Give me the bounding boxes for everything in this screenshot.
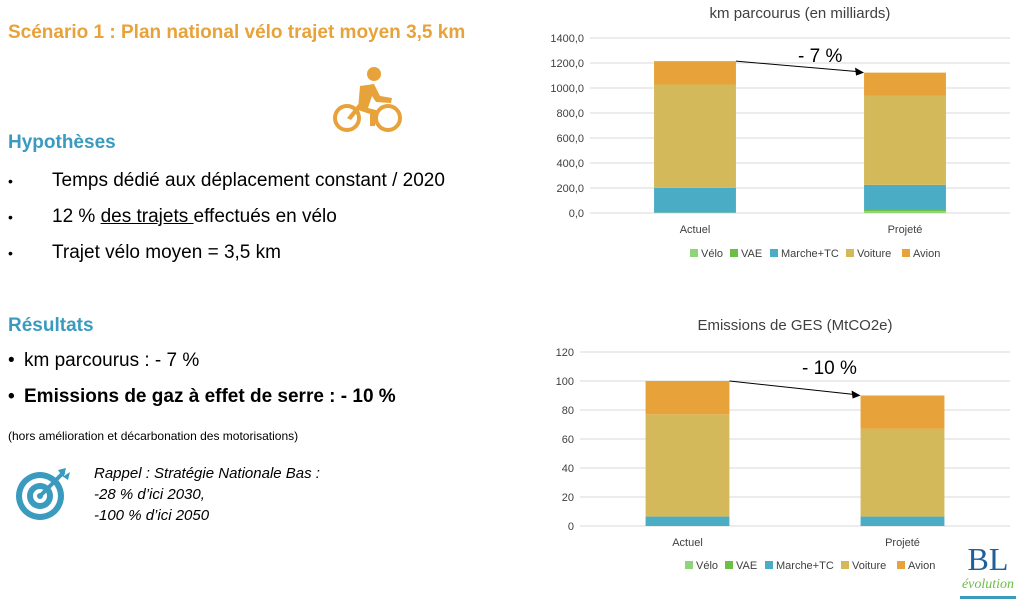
annotation-arrowhead (855, 67, 865, 76)
annotation-arrow (729, 380, 855, 395)
y-tick-label: 60 (562, 434, 574, 446)
y-tick-label: 100 (556, 376, 574, 388)
legend-swatch (770, 249, 778, 257)
annotation-arrowhead (851, 390, 861, 399)
legend-label: Avion (913, 248, 940, 260)
legend-label: Vélo (696, 560, 718, 572)
results-list: • km parcourus : - 7 % • Emissions de gaz … (8, 348, 528, 420)
legend-swatch (846, 249, 854, 257)
bar-segment (864, 72, 946, 96)
bar-segment (864, 211, 946, 213)
bar-segment (864, 184, 946, 210)
hypothesis-text: 12 % (52, 206, 101, 227)
y-tick-label: 1000,0 (550, 83, 584, 95)
y-tick-label: 600,0 (556, 133, 584, 145)
chart-title: Emissions de GES (MtCO2e) (697, 317, 892, 334)
category-label: Actuel (680, 224, 711, 236)
legend-label: Marche+TC (776, 560, 834, 572)
y-tick-label: 1400,0 (550, 33, 584, 45)
legend-swatch (690, 249, 698, 257)
rappel-block: Rappel : Stratégie Nationale Bas : -28 %… (94, 463, 320, 526)
legend-swatch (902, 249, 910, 257)
target-arrow-icon (16, 468, 70, 520)
bar-segment (860, 516, 945, 526)
km-chart: km parcourus (en milliards) 0,0 200,0 400,0… (550, 5, 1010, 260)
rappel-line: -28 % d’ici 2030, (94, 486, 205, 503)
hypothesis-text: Trajet vélo moyen = 3,5 km (52, 242, 281, 263)
legend-label: VAE (741, 248, 762, 260)
legend-swatch (897, 561, 905, 569)
annotation-arrow (735, 60, 859, 73)
legend-swatch (685, 561, 693, 569)
bar-segment (654, 187, 736, 213)
bar-segment (645, 516, 730, 526)
list-item: • Trajet vélo moyen = 3,5 km (8, 242, 281, 263)
result-text: km parcourus : - 7 % (24, 350, 200, 371)
legend-label: Avion (908, 560, 935, 572)
list-item: • Temps dédié aux déplacement constant / … (8, 170, 445, 191)
legend-label: Vélo (701, 248, 723, 260)
legend-swatch (730, 249, 738, 257)
legend-label: Marche+TC (781, 248, 839, 260)
legend-label: Voiture (852, 560, 886, 572)
y-tick-label: 1200,0 (550, 58, 584, 70)
bar-segment (864, 209, 946, 212)
hypothesis-text: Temps dédié aux déplacement constant / 2… (52, 170, 445, 191)
bar-segment (654, 84, 736, 188)
legend-label: VAE (736, 560, 757, 572)
logo-sub-text: évolution (962, 577, 1014, 592)
bar-segment (860, 428, 945, 517)
scenario-title: Scénario 1 : Plan national vélo trajet m… (8, 22, 466, 43)
list-item: • km parcourus : - 7 % (8, 350, 200, 371)
y-tick-label: 20 (562, 492, 574, 504)
ghg-chart: Emissions de GES (MtCO2e) 0 20 40 60 80 100 120… (556, 317, 1010, 572)
category-label: Projeté (885, 537, 920, 549)
y-tick-label: 0 (568, 521, 574, 533)
category-label: Projeté (888, 224, 923, 236)
y-tick-label: 0,0 (569, 208, 584, 220)
rappel-line: -100 % d’ici 2050 (94, 507, 210, 524)
list-item: • 12 % des trajets effectués en vélo (8, 206, 337, 227)
hypotheses-list: • Temps dédié aux déplacement constant / … (8, 168, 528, 276)
y-tick-label: 40 (562, 463, 574, 475)
annotation-label: - 10 % (802, 358, 857, 379)
bar-segment (860, 395, 945, 429)
list-item: • Emissions de gaz à effet de serre : - 1… (8, 386, 396, 407)
chart-title: km parcourus (en milliards) (710, 5, 891, 22)
annotation-label: - 7 % (798, 46, 842, 67)
hypotheses-title: Hypothèses (8, 132, 116, 153)
bar-segment (864, 95, 946, 185)
rappel-line: Rappel : Stratégie Nationale Bas : (94, 465, 320, 482)
y-tick-label: 80 (562, 405, 574, 417)
bar-segment (645, 381, 730, 415)
logo-main-text: BL (968, 541, 1009, 577)
y-tick-label: 800,0 (556, 108, 584, 120)
bar-segment (654, 61, 736, 85)
legend-swatch (841, 561, 849, 569)
result-text: Emissions de gaz à effet de serre : - 10… (24, 386, 396, 407)
bl-evolution-logo: BL évolution (960, 541, 1016, 599)
hypothesis-underlined-text: des trajets (100, 206, 194, 227)
legend-swatch (725, 561, 733, 569)
y-tick-label: 200,0 (556, 183, 584, 195)
bar-segment (645, 414, 730, 517)
footnote: (hors amélioration et décarbonation des … (8, 429, 299, 443)
y-tick-label: 400,0 (556, 158, 584, 170)
results-title: Résultats (8, 315, 94, 336)
hypothesis-text-end: effectués en vélo (193, 206, 337, 227)
bicycle-rider-icon (333, 67, 402, 132)
legend-label: Voiture (857, 248, 891, 260)
y-tick-label: 120 (556, 347, 574, 359)
category-label: Actuel (672, 537, 703, 549)
legend-swatch (765, 561, 773, 569)
